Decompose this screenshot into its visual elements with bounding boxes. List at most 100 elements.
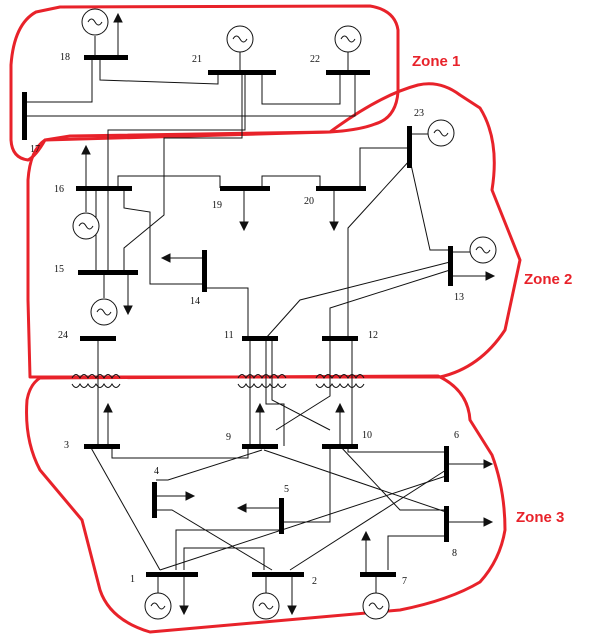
bus-15[interactable]	[78, 270, 138, 275]
generators	[72, 8, 497, 620]
bus-13[interactable]	[448, 246, 453, 286]
bus-label-15: 15	[54, 264, 64, 275]
bus-label-11: 11	[224, 330, 234, 341]
bus-20[interactable]	[316, 186, 366, 191]
line-18-17	[26, 58, 93, 103]
riser-11-9b	[265, 338, 285, 446]
load-1-arrow-icon[interactable]	[179, 577, 189, 616]
bus-label-7: 7	[402, 576, 407, 587]
load-2-arrow-icon[interactable]	[287, 577, 297, 616]
generator-7[interactable]	[362, 577, 390, 620]
line-22-17	[26, 72, 356, 117]
bus-2[interactable]	[252, 572, 304, 577]
bus-label-18: 18	[60, 52, 70, 63]
line-5-10	[282, 446, 331, 523]
ac-source-icon	[340, 35, 356, 43]
generator-1[interactable]	[144, 577, 172, 620]
generator-23[interactable]	[412, 119, 455, 147]
bus-label-13: 13	[454, 292, 464, 303]
bus-label-14: 14	[190, 296, 200, 307]
load-6-arrow-icon[interactable]	[449, 459, 494, 469]
generator-16[interactable]	[72, 191, 100, 240]
line-10-6	[347, 446, 446, 453]
load-20-arrow-icon[interactable]	[329, 191, 339, 232]
ac-source-icon	[78, 222, 94, 230]
ac-source-icon	[150, 602, 166, 610]
line-20-23	[359, 147, 410, 188]
line-14-11	[204, 287, 249, 338]
bus-12[interactable]	[322, 336, 358, 341]
ac-source-icon	[475, 246, 491, 254]
load-16-arrow-icon[interactable]	[81, 144, 91, 186]
ac-source-icon	[433, 129, 449, 137]
generator-13[interactable]	[453, 236, 497, 264]
load-3-arrow-icon[interactable]	[103, 402, 113, 444]
load-13-arrow-icon[interactable]	[453, 271, 496, 281]
zone3-boundary	[25, 374, 507, 634]
line-9-8	[263, 449, 447, 513]
bus-7[interactable]	[360, 572, 396, 577]
generator-22[interactable]	[334, 25, 362, 70]
generator-21[interactable]	[226, 25, 254, 70]
line-2-6	[289, 469, 447, 571]
load-7-arrow-icon[interactable]	[361, 530, 371, 572]
bus-21[interactable]	[208, 70, 276, 75]
ac-source-icon	[96, 308, 112, 316]
generator-2[interactable]	[252, 577, 280, 620]
bus-24[interactable]	[80, 336, 116, 341]
bus-labels: 18 21 22 17 23 16 19 20 15 14 13 24 11 1…	[30, 52, 464, 587]
load-10-arrow-icon[interactable]	[335, 402, 345, 444]
bus-11[interactable]	[242, 336, 278, 341]
transformer-11-9	[237, 374, 287, 388]
line-16-19	[117, 175, 221, 188]
load-5-arrow-icon[interactable]	[236, 503, 279, 513]
line-3-9	[111, 446, 249, 459]
bus-8[interactable]	[444, 506, 449, 542]
bus-18[interactable]	[84, 55, 128, 60]
load-8-arrow-icon[interactable]	[449, 517, 494, 527]
bus-label-22: 22	[310, 54, 320, 65]
bus-label-24: 24	[58, 330, 68, 341]
line-16-14	[123, 188, 204, 285]
bus-9[interactable]	[242, 444, 278, 449]
bus-label-9: 9	[226, 432, 231, 443]
transformer-12-10	[315, 374, 365, 388]
generator-15[interactable]	[90, 275, 118, 326]
ac-source-icon	[258, 602, 274, 610]
bus-label-10: 10	[362, 430, 372, 441]
bus-label-12: 12	[368, 330, 378, 341]
zone-labels: Zone 1 Zone 2 Zone 3	[412, 53, 572, 526]
bus-14[interactable]	[202, 250, 207, 292]
bus-5[interactable]	[279, 498, 284, 534]
loads	[81, 12, 496, 616]
line-4-9	[156, 449, 263, 481]
bus-1[interactable]	[146, 572, 198, 577]
riser-12-9	[275, 340, 331, 431]
generator-18[interactable]	[81, 8, 109, 56]
bus-16[interactable]	[76, 186, 132, 191]
bus-22[interactable]	[326, 70, 370, 75]
bus-19[interactable]	[220, 186, 270, 191]
transformers	[71, 374, 365, 388]
zone1-boundary	[9, 4, 400, 162]
line-7-8	[387, 535, 446, 570]
bus-4[interactable]	[152, 482, 157, 518]
ac-source-icon	[232, 35, 248, 43]
bus-17[interactable]	[22, 92, 27, 140]
load-18-arrow-icon[interactable]	[113, 12, 123, 55]
line-4-2	[156, 509, 273, 571]
bus-label-17: 17	[30, 144, 40, 155]
bus-label-5: 5	[284, 484, 289, 495]
bus-23[interactable]	[407, 126, 412, 168]
load-15-arrow-icon[interactable]	[123, 275, 133, 316]
load-4-arrow-icon[interactable]	[157, 491, 196, 501]
bus-3[interactable]	[84, 444, 120, 449]
bus-10[interactable]	[322, 444, 358, 449]
bus-6[interactable]	[444, 446, 449, 482]
load-14-arrow-icon[interactable]	[160, 253, 202, 263]
load-9-arrow-icon[interactable]	[255, 402, 265, 444]
bus-label-6: 6	[454, 430, 459, 441]
bus-label-20: 20	[304, 196, 314, 207]
load-19-arrow-icon[interactable]	[239, 191, 249, 232]
line-23-13	[409, 159, 450, 251]
